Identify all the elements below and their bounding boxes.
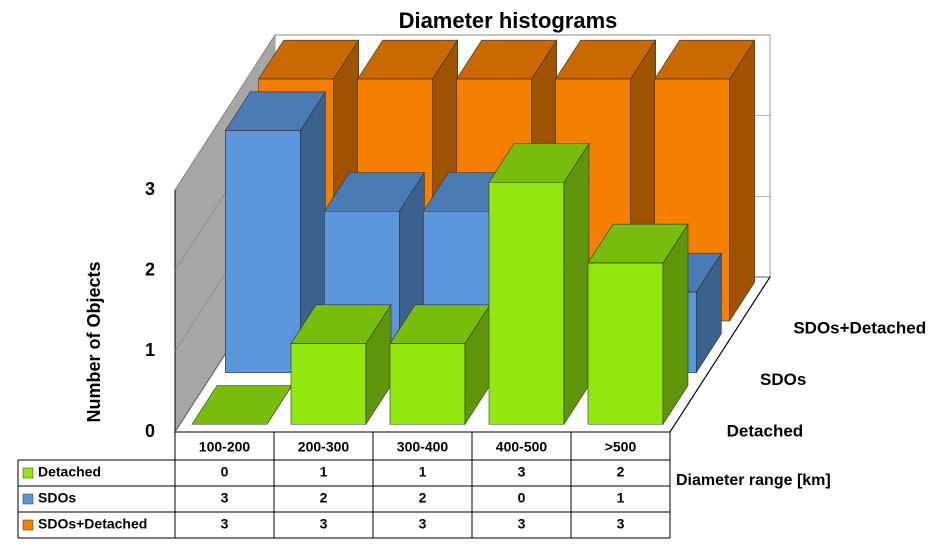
- bar-top: [555, 39, 657, 80]
- table-value: 1: [617, 490, 625, 506]
- table-value: 1: [419, 464, 427, 480]
- depth-axis: [669, 276, 771, 433]
- table-value: 3: [320, 516, 328, 532]
- table-value: 3: [518, 464, 526, 480]
- table-value: 3: [617, 516, 625, 532]
- table-value: 0: [221, 464, 229, 480]
- bar-top: [258, 39, 360, 80]
- bar-top: [654, 39, 756, 80]
- bar: [224, 90, 326, 374]
- x-tick-label: 400-500: [496, 439, 548, 455]
- bar-top: [323, 172, 425, 212]
- bar-front: [587, 262, 664, 425]
- legend-swatch: [22, 493, 34, 505]
- y-axis-label: Number of Objects: [84, 261, 104, 422]
- legend-swatch: [22, 467, 34, 479]
- bar-side: [729, 39, 755, 322]
- depth-label: Detached: [727, 422, 804, 441]
- table-value: 2: [320, 490, 328, 506]
- x-axis-label: Diameter range [km]: [676, 472, 831, 489]
- depth-label: SDOs+Detached: [793, 318, 926, 337]
- bar-top: [290, 304, 392, 344]
- x-tick-label: 200-300: [298, 439, 350, 455]
- depth-label: SDOs: [760, 370, 806, 389]
- table-value: 3: [221, 516, 229, 532]
- bar-top: [587, 223, 689, 264]
- x-tick-label: 100-200: [199, 439, 251, 455]
- table-value: 3: [419, 516, 427, 532]
- bar: [290, 303, 392, 426]
- bar-front: [488, 181, 565, 425]
- legend-label: SDOs+Detached: [38, 516, 147, 532]
- bar-top: [224, 91, 326, 131]
- x-tick-label: >500: [605, 439, 637, 455]
- bar: [389, 303, 491, 426]
- y-tick-label: 3: [145, 179, 155, 199]
- legend-label: Detached: [38, 464, 101, 480]
- bar-front: [290, 343, 367, 425]
- y-tick-label: 2: [145, 259, 155, 279]
- bar-front: [389, 343, 466, 425]
- table-value: 2: [419, 490, 427, 506]
- bar: [587, 223, 689, 426]
- bar-top: [357, 39, 459, 80]
- bar-front: [225, 130, 301, 373]
- table-value: 3: [221, 490, 229, 506]
- legend-label: SDOs: [38, 490, 76, 506]
- bar: [488, 142, 590, 426]
- table-value: 1: [320, 464, 328, 480]
- table-value: 0: [518, 490, 526, 506]
- table-value: 2: [617, 464, 625, 480]
- grid-line: [174, 34, 770, 191]
- y-tick-label: 0: [145, 421, 155, 441]
- bar-top: [488, 143, 590, 183]
- chart-title: Diameter histograms: [399, 8, 618, 33]
- x-tick-label: 300-400: [397, 439, 449, 455]
- legend-swatch: [22, 519, 34, 531]
- y-tick-label: 1: [145, 340, 155, 360]
- bar-side: [563, 142, 590, 426]
- table-value: 3: [518, 516, 526, 532]
- bar-top: [456, 39, 558, 80]
